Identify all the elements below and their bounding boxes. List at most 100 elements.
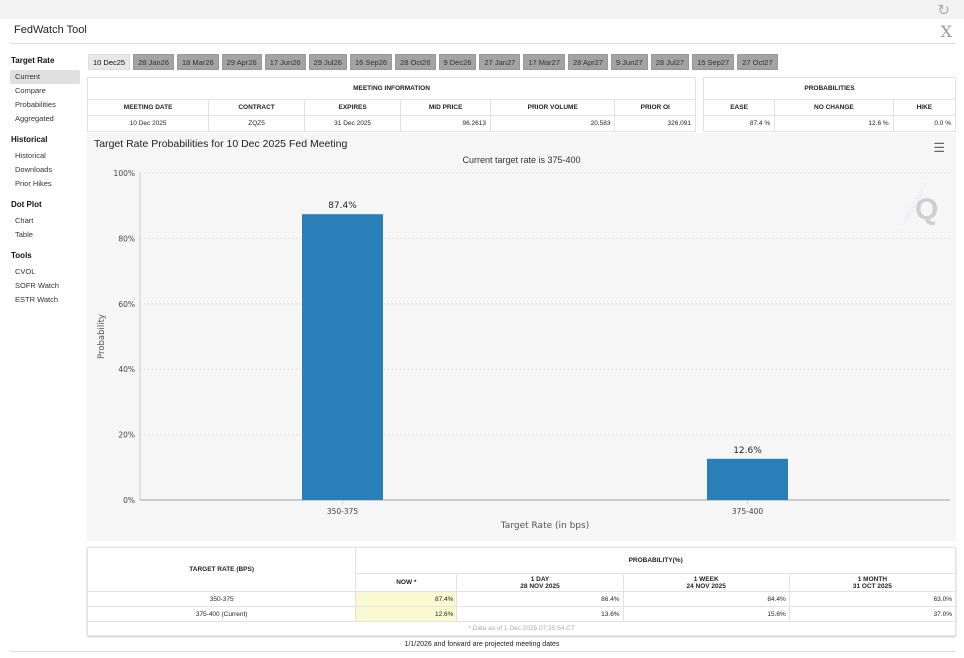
chart-title: Target Rate Probabilities for 10 Dec 202… (94, 138, 348, 150)
tab-meeting[interactable]: 17 Jun26 (264, 54, 306, 70)
sidebar-item-chart[interactable]: Chart (15, 216, 34, 225)
y-tick-label: 40% (118, 365, 135, 374)
tab-meeting[interactable]: 17 Mar27 (523, 54, 565, 70)
meeting-info-title: MEETING INFORMATION (87, 77, 696, 100)
sidebar: Target Rate Current Compare Probabilities Ag… (10, 56, 80, 316)
column-header: MID PRICE (400, 99, 491, 116)
target-rate-cell: 350-375 (86, 591, 357, 607)
tab-meeting[interactable]: 10 Dec25 (88, 54, 131, 70)
period-date: 24 NOV 2025 (686, 582, 726, 590)
app-title: FedWatch Tool (14, 24, 87, 36)
probability-cell: 86.4% (456, 591, 624, 607)
cell-value: 20,583 (489, 115, 616, 132)
sidebar-item-compare[interactable]: Compare (15, 86, 46, 95)
sidebar-item-historical[interactable]: Historical (15, 151, 46, 160)
y-tick-label: 100% (114, 169, 135, 178)
column-header: EASE (702, 99, 776, 116)
chart-subtitle: Current target rate is 375-400 (462, 155, 581, 165)
period-label: 1 MONTH (857, 575, 888, 583)
sidebar-group: Dot Plot Chart Table (10, 200, 80, 242)
period-header: 1 DAY 28 NOV 2025 (456, 573, 624, 592)
table-row: 350-375 87.4% 86.4% 84.4% 63.0% (86, 591, 957, 607)
top-bar: ↻ (0, 0, 964, 19)
tab-meeting[interactable]: 28 Apr27 (568, 54, 609, 70)
tab-meeting[interactable]: 28 Oct26 (395, 54, 436, 70)
y-tick-label: 60% (118, 300, 135, 309)
period-date: 28 NOV 2025 (520, 582, 560, 590)
tab-meeting[interactable]: 29 Jul26 (308, 54, 347, 70)
tab-meeting[interactable]: 9 Dec26 (438, 54, 477, 70)
probability-cell: 63.0% (788, 591, 957, 607)
sidebar-heading: Dot Plot (11, 200, 42, 209)
bar-chart: Q 0% 20% 40% 60% 80% 100% 87.4% 350-375 12.6% 375… (97, 169, 950, 531)
target-rate-header: TARGET RATE (BPS) (86, 547, 357, 592)
tab-meeting[interactable]: 9 Jun27 (611, 54, 648, 70)
tab-meeting[interactable]: 27 Oct27 (737, 54, 778, 70)
y-tick-label: 0% (123, 496, 135, 505)
probability-cell: 37.0% (788, 606, 957, 622)
cell-value: 10 Dec 2025 (86, 115, 210, 132)
probability-cell: 13.6% (456, 606, 624, 622)
tab-meeting[interactable]: 15 Sep27 (692, 54, 735, 70)
sidebar-heading: Historical (11, 135, 48, 144)
x-close-icon[interactable]: X (940, 22, 952, 41)
cell-value: 12.6 % (774, 115, 894, 132)
data-label: 12.6% (733, 446, 762, 456)
y-tick-label: 20% (118, 431, 135, 440)
cell-value: ZQZ5 (208, 115, 305, 132)
sidebar-item-current[interactable]: Current (10, 70, 80, 84)
probability-cell: 15.6% (622, 606, 790, 622)
probability-cell: 87.4% (355, 591, 458, 607)
tab-meeting[interactable]: 29 Apr26 (221, 54, 262, 70)
x-tick-label: 375-400 (732, 507, 764, 516)
bar-350-375 (302, 214, 383, 500)
sidebar-item-estr-watch[interactable]: ESTR Watch (15, 295, 59, 304)
period-date: 31 OCT 2025 (852, 582, 892, 590)
sidebar-item-aggregated[interactable]: Aggregated (15, 114, 54, 123)
tab-meeting[interactable]: 28 Jul27 (650, 54, 690, 70)
sidebar-heading: Tools (11, 251, 32, 260)
chart-panel: Target Rate Probabilities for 10 Dec 202… (87, 133, 956, 541)
cell-value: 31 Dec 2025 (303, 115, 402, 132)
column-header: PRIOR VOLUME (489, 99, 616, 116)
y-axis-title: Probability (97, 314, 107, 359)
tab-meeting[interactable]: 28 Jan26 (133, 54, 174, 70)
column-header: CONTRACT (208, 99, 305, 116)
probability-history-table: TARGET RATE (BPS) PROBABILITY(%) NOW * 1 … (86, 547, 957, 636)
data-label: 87.4% (328, 201, 357, 211)
sidebar-item-probabilities[interactable]: Probabilities (15, 100, 56, 109)
tab-meeting[interactable]: 16 Sep26 (349, 54, 393, 70)
sidebar-item-prior-hikes[interactable]: Prior Hikes (15, 179, 52, 188)
period-header: 1 MONTH 31 OCT 2025 (788, 573, 957, 592)
sidebar-heading: Target Rate (11, 56, 55, 65)
probability-cell: 12.6% (355, 606, 458, 622)
table-row: 375-400 (Current) 12.6% 13.6% 15.6% 37.0% (86, 606, 957, 622)
probability-cell: 84.4% (622, 591, 790, 607)
sidebar-item-cvol[interactable]: CVOL (15, 267, 36, 276)
data-timestamp-note: * Data as of 1 Dec 2025 07:35:54 CT (87, 621, 956, 636)
sidebar-item-downloads[interactable]: Downloads (15, 165, 53, 174)
x-tick-label: 350-375 (327, 507, 359, 516)
refresh-icon[interactable]: ↻ (937, 2, 950, 19)
divider (10, 651, 956, 652)
column-header: HIKE (892, 99, 957, 116)
tab-meeting[interactable]: 27 Jan27 (479, 54, 521, 70)
meeting-tabs: 10 Dec25 28 Jan26 18 Mar26 29 Apr26 17 Jun26… (88, 54, 778, 70)
hamburger-menu-icon[interactable]: ☰ (933, 140, 945, 155)
tab-meeting[interactable]: 18 Mar26 (176, 54, 219, 70)
cell-value: 87.4 % (702, 115, 776, 132)
target-rate-cell: 375-400 (Current) (86, 606, 357, 622)
period-label: 1 DAY (530, 575, 550, 583)
svg-text:Q: Q (915, 193, 938, 226)
period-label: 1 WEEK (693, 575, 719, 583)
period-header: 1 WEEK 24 NOV 2025 (622, 573, 790, 592)
x-axis-title: Target Rate (in bps) (500, 521, 589, 531)
probabilities-title: PROBABILITIES (703, 77, 956, 100)
y-tick-label: 80% (118, 234, 135, 243)
bar-375-400 (707, 458, 788, 500)
sidebar-item-table[interactable]: Table (15, 230, 33, 239)
sidebar-item-sofr-watch[interactable]: SOFR Watch (15, 281, 59, 290)
period-label: NOW * (396, 579, 417, 586)
period-header: NOW * (355, 573, 458, 592)
column-header: PRIOR OI (614, 99, 696, 116)
